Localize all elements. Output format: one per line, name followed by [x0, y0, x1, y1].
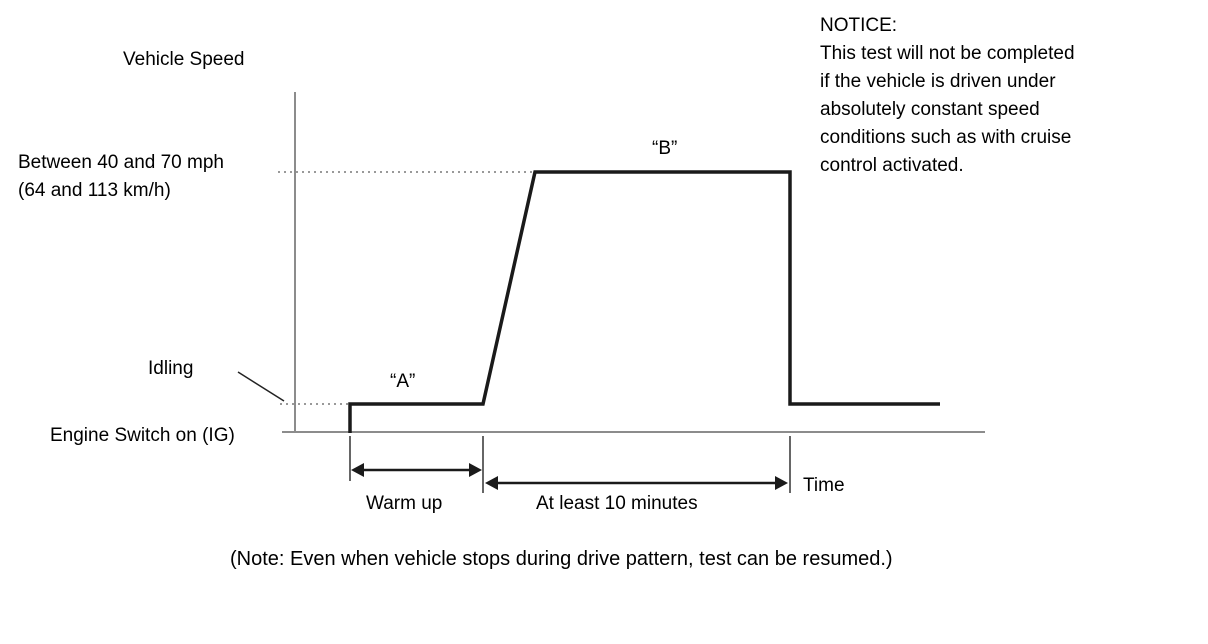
y-axis-label: Vehicle Speed: [123, 49, 245, 70]
speed-range-label-line1: Between 40 and 70 mph: [18, 152, 224, 173]
duration-arrow: [485, 476, 788, 490]
warmup-arrow: [351, 463, 482, 477]
duration-label: At least 10 minutes: [536, 493, 698, 514]
idling-pointer-line: [237, 371, 285, 402]
waveform-line: [348, 170, 940, 433]
point-b-label: “B”: [652, 138, 678, 159]
notice-line: absolutely constant speed: [820, 99, 1040, 120]
warm-up-label: Warm up: [366, 493, 443, 514]
notice-block: NOTICE: This test will not be completed …: [820, 12, 1160, 180]
notice-line: This test will not be completed: [820, 43, 1075, 64]
engine-switch-label: Engine Switch on (IG): [50, 425, 235, 446]
notice-line: control activated.: [820, 155, 964, 176]
notice-line: if the vehicle is driven under: [820, 71, 1056, 92]
point-a-label: “A”: [390, 371, 416, 392]
notice-title: NOTICE:: [820, 15, 898, 36]
idling-label: Idling: [148, 358, 194, 379]
time-label: Time: [803, 475, 845, 496]
notice-line: conditions such as with cruise: [820, 127, 1072, 148]
speed-range-label-line2: (64 and 113 km/h): [18, 180, 171, 201]
footnote: (Note: Even when vehicle stops during dr…: [230, 548, 893, 570]
